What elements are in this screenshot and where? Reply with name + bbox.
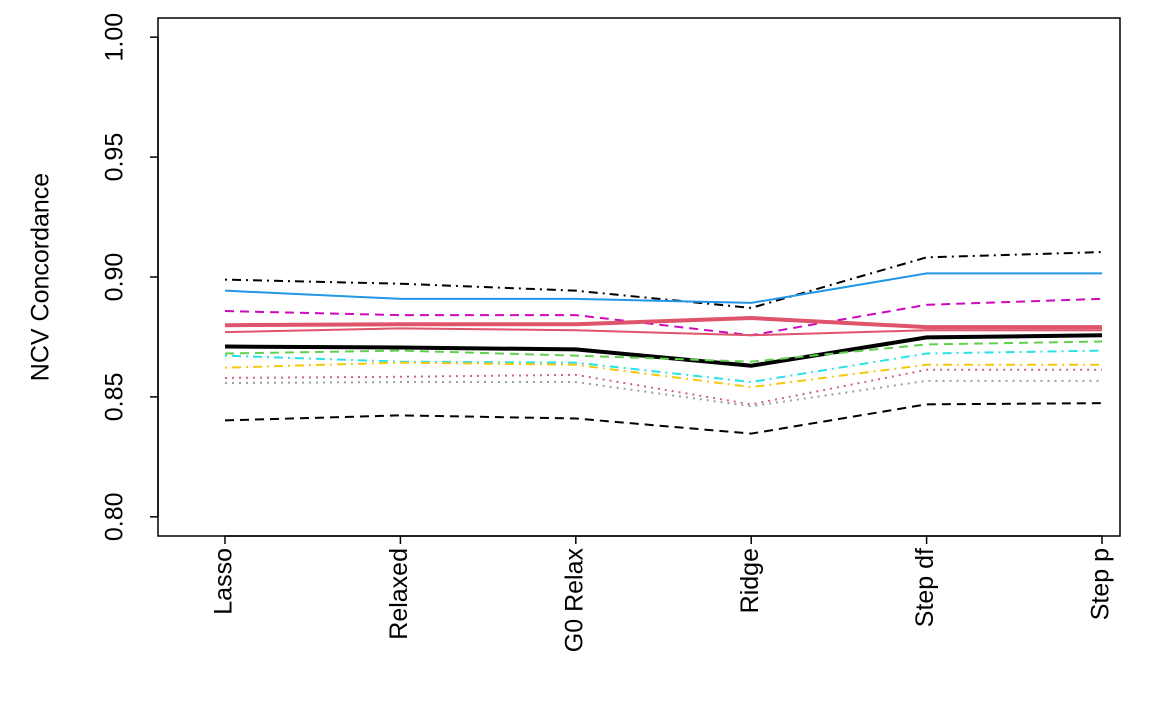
x-tick-label: Step p xyxy=(1087,548,1115,620)
series-line xyxy=(224,333,1103,368)
series-line xyxy=(224,340,1103,363)
series-line xyxy=(224,327,1102,337)
x-tick-label: G0 Relax xyxy=(560,548,588,653)
x-tick-label: Step df xyxy=(911,548,939,627)
y-axis-title: NCV Concordance xyxy=(27,173,55,381)
series-line xyxy=(224,297,1103,337)
x-tick-label: Relaxed xyxy=(385,548,413,640)
series-line xyxy=(224,368,1102,406)
y-tick-label: 1.00 xyxy=(101,13,129,62)
series-line xyxy=(224,349,1103,384)
series-line xyxy=(224,316,1102,330)
y-tick-label: 0.90 xyxy=(101,253,129,302)
series-line xyxy=(224,361,1102,389)
series-line xyxy=(224,251,1103,309)
series-line xyxy=(224,272,1102,304)
series-line xyxy=(224,402,1103,435)
x-tick-label: Ridge xyxy=(736,548,764,613)
y-tick-label: 0.85 xyxy=(101,373,129,422)
plot-box xyxy=(157,17,1121,537)
x-tick-label: Lasso xyxy=(210,548,238,615)
y-tick-label: 0.80 xyxy=(101,492,129,541)
y-tick-label: 0.95 xyxy=(101,133,129,182)
series-line xyxy=(224,379,1102,408)
